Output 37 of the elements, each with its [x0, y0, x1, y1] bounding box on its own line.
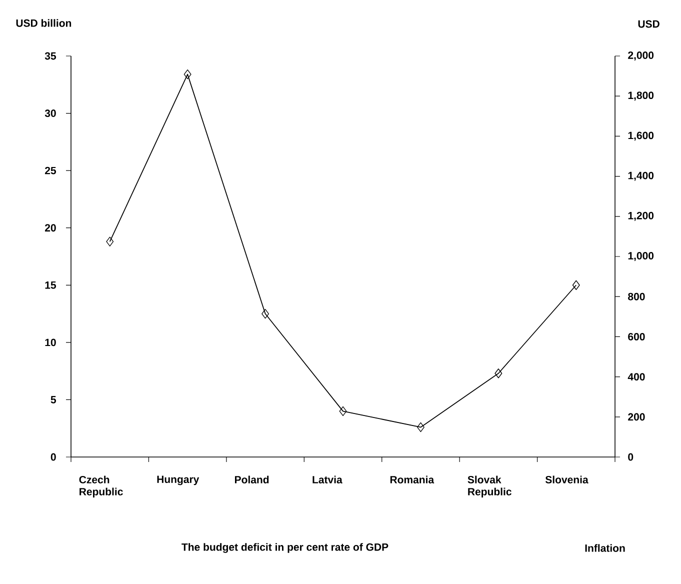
- point: [106, 236, 114, 246]
- point: [416, 422, 424, 432]
- point: [339, 406, 347, 416]
- x-tick-label: Latvia: [312, 476, 342, 484]
- y2-tick-label: 1,400: [628, 172, 654, 181]
- y2-tick-label: 1,000: [628, 252, 654, 261]
- x-tick-label: Poland: [234, 476, 269, 484]
- y2-tick-label: 1,600: [628, 132, 654, 141]
- y2-tick-label: 400: [628, 373, 645, 381]
- y2-tick-label: 1,800: [628, 92, 654, 101]
- y2-tick-label: 200: [628, 413, 645, 421]
- x-tick-label: Romania: [390, 476, 434, 484]
- y-tick-label: 15: [45, 281, 56, 289]
- y-tick-label: 25: [44, 166, 56, 174]
- y-tick-label: 20: [44, 224, 56, 232]
- y-tick-label: 10: [45, 338, 56, 346]
- x-tick-label: Slovenia: [545, 476, 588, 484]
- y2-tick-label: 1,200: [628, 212, 654, 221]
- y2-tick-label: 800: [628, 292, 645, 300]
- point: [494, 368, 502, 378]
- y2-tick-label: 600: [628, 332, 645, 340]
- x-tick-label: Slovak Republic: [468, 476, 512, 498]
- y-tick-label: 5: [50, 396, 56, 404]
- y2-tick-label: 0: [628, 453, 634, 461]
- y-tick-label: 30: [44, 110, 56, 118]
- point: [572, 280, 580, 290]
- text: Inflation: [585, 544, 625, 552]
- x-tick-label: Czech Republic: [79, 476, 123, 498]
- y2-axis-title: USD: [638, 20, 660, 28]
- y-tick-label: 35: [44, 52, 56, 60]
- point: [262, 308, 270, 319]
- point: [184, 69, 192, 80]
- x-tick-label: Hungary: [157, 476, 200, 486]
- y-tick-label: 0: [50, 453, 56, 461]
- y-axis-title: USD billion: [16, 19, 72, 27]
- y2-tick-label: 2,000: [628, 52, 654, 60]
- text: The budget deficit in per cent rate of GDP: [182, 543, 388, 553]
